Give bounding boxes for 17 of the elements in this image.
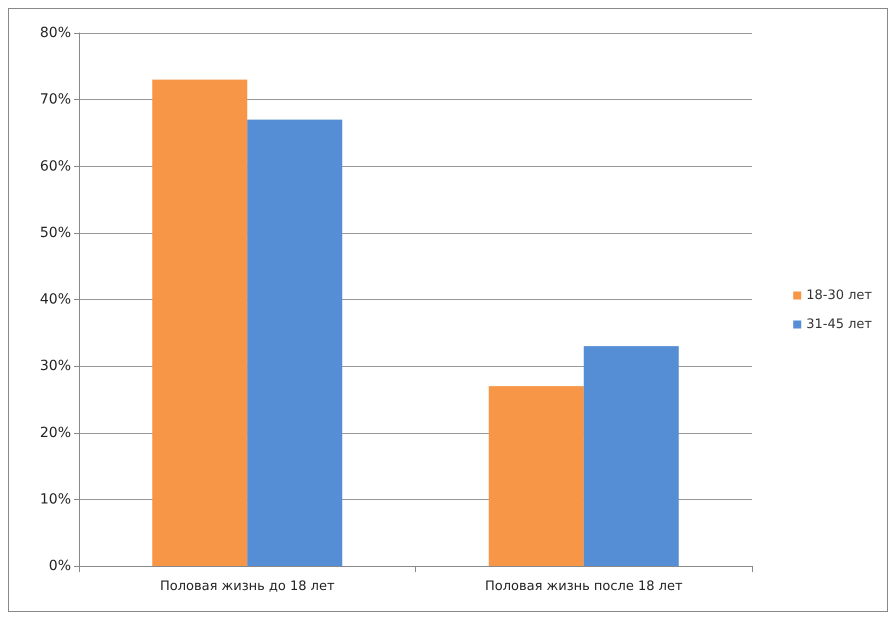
- bar: [247, 120, 342, 566]
- y-tick-label: 20%: [40, 424, 71, 441]
- bar: [584, 346, 679, 566]
- x-tick-label: Половая жизнь до 18 лет: [160, 579, 335, 594]
- y-tick-label: 80%: [40, 25, 71, 41]
- y-tick-label: 70%: [40, 92, 71, 108]
- x-tick-label: Половая жизнь после 18 лет: [484, 579, 683, 594]
- legend-label: 31-45 лет: [806, 317, 872, 332]
- y-tick-label: 40%: [40, 292, 71, 308]
- y-tick-label: 10%: [40, 491, 71, 508]
- y-tick-label: 0%: [48, 558, 71, 574]
- bar: [152, 80, 248, 566]
- legend-label: 18-30 лет: [806, 288, 872, 303]
- y-tick-label: 30%: [40, 358, 71, 374]
- y-tick-label: 50%: [40, 224, 71, 241]
- y-tick-label: 60%: [40, 158, 71, 174]
- bar: [488, 386, 584, 566]
